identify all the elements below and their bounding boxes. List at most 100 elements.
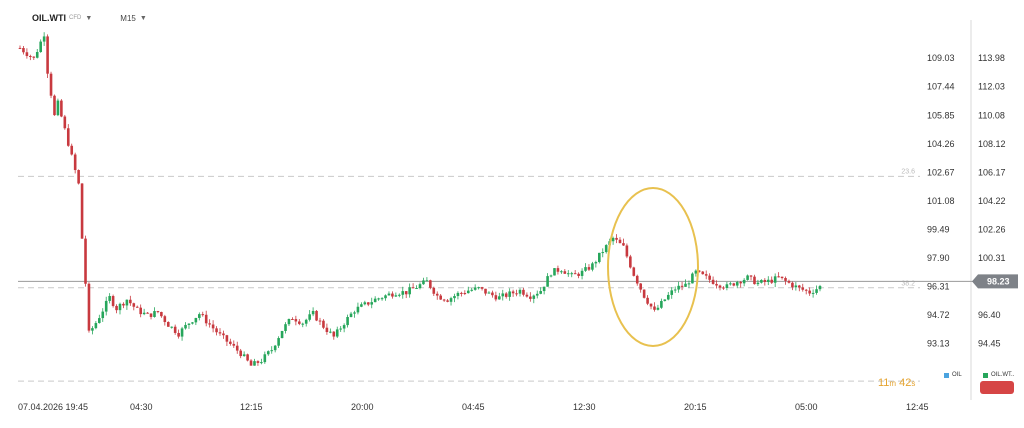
timer-minutes-unit: m bbox=[889, 379, 897, 388]
candle-body bbox=[577, 273, 580, 276]
candle-body bbox=[573, 273, 577, 275]
candle-body bbox=[525, 294, 529, 297]
legend-oil-wti-label: OIL.WT.. bbox=[991, 372, 1015, 378]
candle-body bbox=[46, 36, 49, 74]
secondary-axis-tick: 108.12 bbox=[978, 139, 1006, 149]
candle-body bbox=[91, 328, 94, 331]
candle-body bbox=[63, 116, 67, 129]
time-axis-label: 07.04.2026 19:45 bbox=[18, 402, 88, 412]
timeframe-dropdown-icon[interactable]: ▼ bbox=[139, 14, 147, 22]
candle-body bbox=[749, 275, 753, 277]
candle-body bbox=[408, 287, 411, 295]
candle-body bbox=[729, 283, 732, 285]
candle-body bbox=[560, 271, 563, 273]
candle-body bbox=[484, 288, 487, 294]
candle-body bbox=[498, 296, 501, 300]
candle-body bbox=[87, 283, 91, 331]
candle-body bbox=[66, 128, 70, 146]
candle-body bbox=[215, 328, 218, 333]
candle-body bbox=[460, 292, 463, 294]
candle-body bbox=[22, 48, 25, 53]
candle-body bbox=[225, 335, 229, 342]
candle-body bbox=[401, 291, 405, 295]
candle-body bbox=[373, 298, 377, 303]
candle-body bbox=[49, 73, 53, 96]
candle-body bbox=[142, 312, 146, 315]
candle-body bbox=[273, 345, 277, 351]
candle-body bbox=[129, 299, 132, 304]
candle-body bbox=[715, 283, 718, 286]
candle-body bbox=[246, 354, 249, 361]
symbol-label[interactable]: OIL.WTI bbox=[32, 13, 66, 23]
candle-body bbox=[229, 341, 232, 344]
candle-body bbox=[425, 280, 429, 282]
candle-body bbox=[349, 313, 353, 317]
candle-body bbox=[656, 307, 660, 310]
secondary-axis-tick: 104.22 bbox=[978, 196, 1006, 206]
candle-body bbox=[566, 273, 570, 275]
candle-body bbox=[356, 306, 360, 313]
candle-body bbox=[611, 237, 615, 242]
candle-body bbox=[532, 295, 536, 299]
candle-body bbox=[422, 280, 425, 285]
candle-body bbox=[332, 331, 336, 337]
candle-body bbox=[256, 361, 260, 363]
candle-body bbox=[735, 282, 739, 286]
sell-tag-button[interactable] bbox=[980, 381, 1014, 394]
candle-body bbox=[177, 332, 180, 337]
candle-body bbox=[722, 287, 725, 289]
candle-body bbox=[411, 287, 415, 289]
price-axis-tick: 104.26 bbox=[927, 139, 955, 149]
candle-body bbox=[218, 332, 222, 334]
price-axis-tick: 96.31 bbox=[927, 282, 950, 292]
candle-body bbox=[794, 285, 798, 288]
timeframe-label[interactable]: M15 bbox=[120, 13, 136, 23]
candle-body bbox=[70, 145, 74, 155]
candle-body bbox=[453, 296, 456, 299]
candle-body bbox=[584, 267, 587, 271]
candle-body bbox=[360, 304, 363, 307]
candle-body bbox=[280, 330, 284, 339]
price-axis-tick: 107.44 bbox=[927, 82, 955, 92]
candle-body bbox=[694, 270, 698, 274]
candle-body bbox=[232, 343, 236, 346]
candle-body bbox=[53, 95, 56, 116]
candle-body bbox=[322, 320, 325, 328]
candle-body bbox=[370, 302, 374, 305]
candle-body bbox=[556, 268, 560, 272]
candle-body bbox=[204, 314, 208, 324]
fib-level-label: 23.6 bbox=[901, 168, 915, 175]
candle-body bbox=[329, 331, 332, 333]
candle-body bbox=[122, 303, 125, 306]
symbol-dropdown-icon[interactable]: ▼ bbox=[85, 14, 93, 22]
candle-body bbox=[598, 252, 601, 263]
candle-body bbox=[301, 323, 305, 325]
candle-body bbox=[456, 292, 460, 297]
candle-body bbox=[632, 267, 636, 276]
candle-body bbox=[153, 311, 156, 317]
candle-body bbox=[691, 273, 694, 284]
candle-body bbox=[660, 300, 663, 308]
candle-body bbox=[77, 170, 80, 184]
candle-body bbox=[515, 293, 518, 295]
candle-body bbox=[170, 326, 174, 328]
candle-body bbox=[266, 351, 270, 355]
candle-body bbox=[135, 306, 139, 308]
candle-body bbox=[663, 299, 667, 301]
candle-body bbox=[801, 287, 805, 290]
candle-body bbox=[677, 285, 680, 290]
candle-body bbox=[291, 319, 294, 321]
candle-body bbox=[270, 350, 274, 352]
candle-body bbox=[253, 361, 256, 366]
secondary-axis-tick: 102.26 bbox=[978, 225, 1006, 235]
price-axis-tick: 102.67 bbox=[927, 167, 955, 177]
candle-body bbox=[542, 286, 546, 292]
candle-body bbox=[387, 293, 391, 296]
candle-body bbox=[701, 271, 705, 275]
timer-seconds-unit: s bbox=[911, 379, 916, 388]
legend-oil-wti: OIL.WT.. bbox=[983, 372, 1014, 378]
candle-body bbox=[435, 293, 439, 296]
candle-body bbox=[263, 354, 267, 363]
candle-body bbox=[646, 297, 649, 304]
